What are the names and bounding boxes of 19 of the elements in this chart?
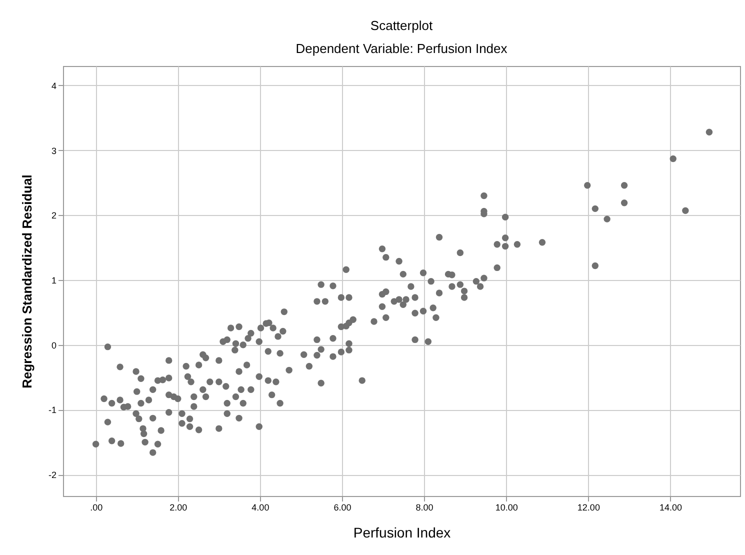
x-tick-label: 2.00: [170, 502, 188, 512]
y-tick-label: 1: [51, 276, 56, 286]
x-tick-label: 4.00: [252, 502, 270, 512]
chart-subtitle: Dependent Variable: Perfusion Index: [296, 41, 508, 56]
chart-title: Scatterplot: [370, 18, 433, 33]
x-tick-label: 14.00: [659, 502, 682, 512]
x-axis-title: Perfusion Index: [353, 524, 451, 540]
x-tick-label: .00: [90, 502, 103, 512]
y-axis-title: Regression Standardized Residual: [20, 174, 34, 388]
y-tick-label: -2: [48, 470, 56, 480]
y-tick-label: 3: [51, 146, 56, 156]
x-tick-label: 12.00: [577, 502, 600, 512]
y-tick-label: 2: [51, 210, 56, 221]
y-tick-label: 4: [51, 80, 56, 91]
y-tick-label: -1: [48, 405, 56, 416]
x-tick-label: 8.00: [416, 502, 434, 512]
y-tick-label: 0: [51, 340, 56, 350]
x-tick-label: 6.00: [334, 502, 352, 512]
x-tick-label: 10.00: [495, 502, 518, 512]
